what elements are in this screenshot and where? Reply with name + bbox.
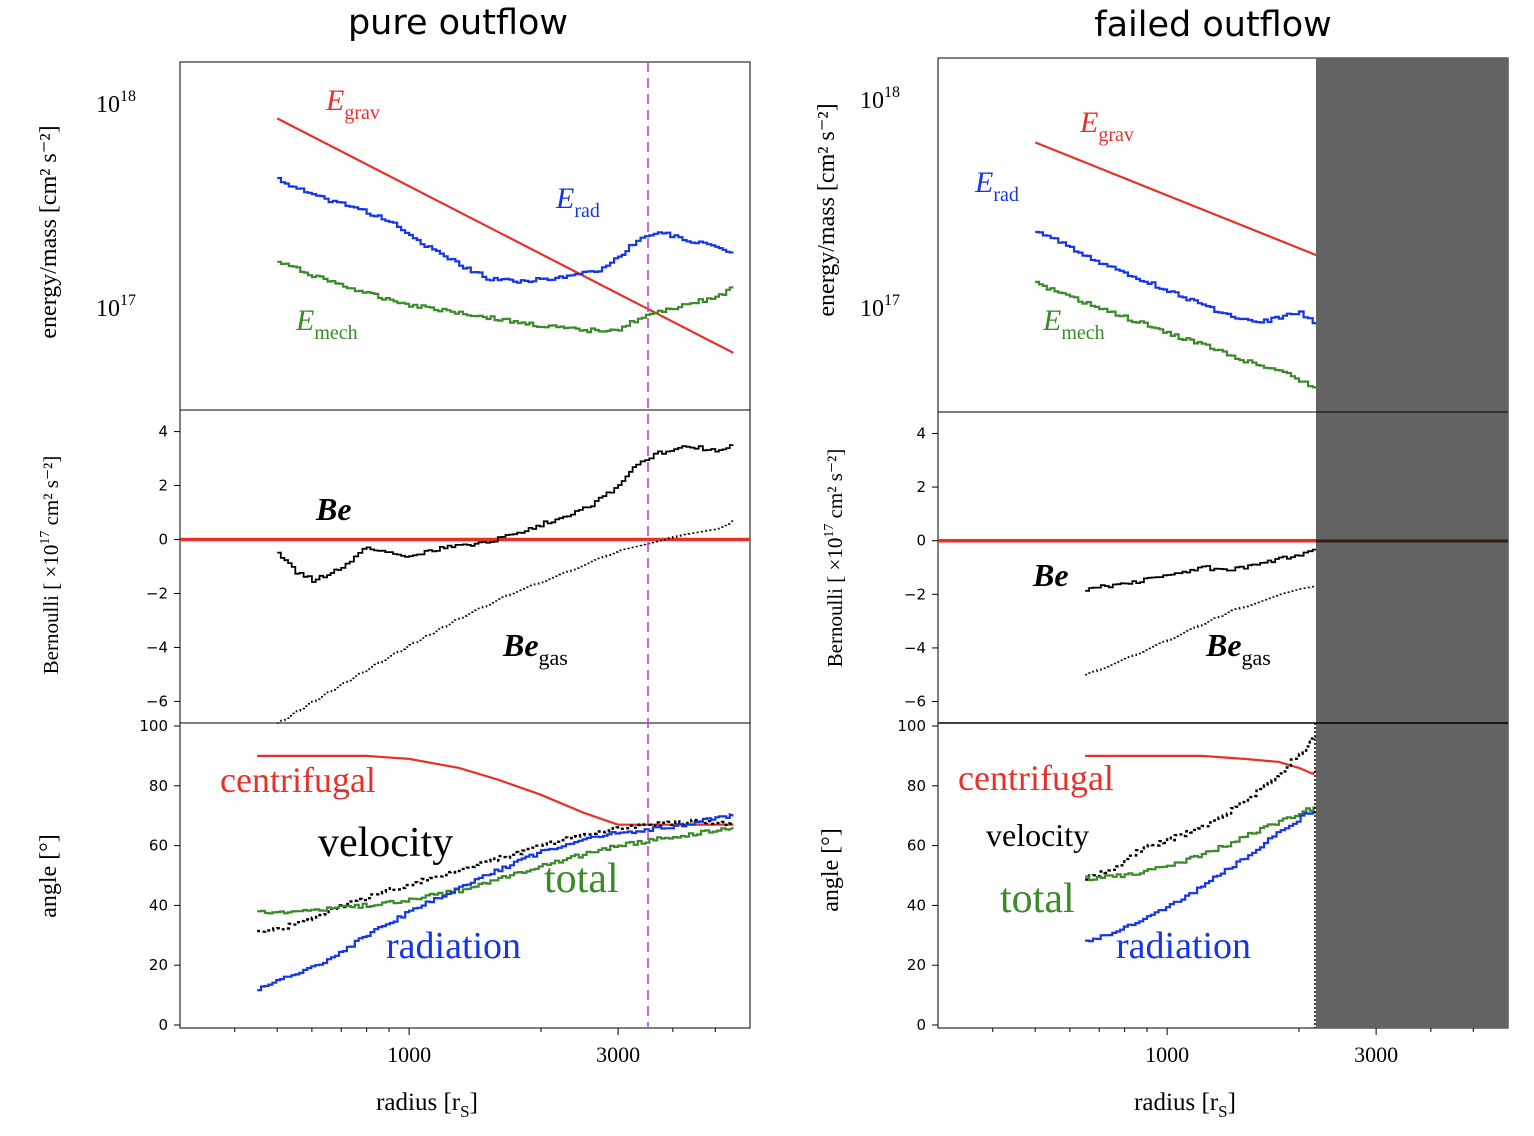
ytick-label: 80 [907, 777, 926, 795]
right-top-ytick-1e18: 1018 [860, 84, 900, 114]
label-total-right: total [1000, 876, 1075, 922]
label-be-right: Be [1032, 557, 1069, 593]
left-mid-panel: 420−2−4−6 Bernoulli [ ×1017 cm² s⁻²] Be … [38, 409, 751, 724]
right-bottom-panel: 100 80 60 40 20 0 1000 3000 angle [°] radius [… [818, 717, 1509, 1121]
label-erad-right: Erad [974, 166, 1019, 206]
ytick-label: 2 [158, 477, 168, 495]
label-radiation-right: radiation [1116, 925, 1251, 967]
ytick-label: 0 [158, 1016, 168, 1034]
left-top-ytick-1e18: 1018 [96, 88, 136, 118]
ytick-label: 0 [916, 1016, 926, 1034]
shaded-region [1316, 58, 1508, 1028]
label-total-left: total [544, 856, 619, 902]
ytick-label: 100 [897, 717, 926, 735]
ytick-label: −4 [904, 639, 926, 657]
label-emech-right: Emech [1042, 304, 1105, 344]
right-bottom-series [1085, 719, 1327, 966]
ytick-label: −6 [904, 693, 926, 711]
left-bottom-frame [179, 722, 751, 1029]
title-left: pure outflow [348, 3, 568, 43]
xtick-label: 1000 [387, 1042, 431, 1067]
label-egrav-right: Egrav [1079, 106, 1134, 146]
left-mid-ylabel: Bernoulli [ ×1017 cm² s⁻²] [38, 456, 63, 675]
label-begas-right: Begas [1205, 627, 1271, 670]
label-erad-left: Erad [555, 182, 600, 222]
ytick-label: −2 [146, 584, 168, 602]
label-egrav-left: Egrav [325, 84, 380, 124]
series-radiation [257, 812, 734, 992]
label-velocity-left: velocity [318, 820, 453, 866]
left-bottom-xlabel: radius [rS] [376, 1089, 478, 1121]
right-top-panel: 1018 1017 energy/mass [cm² s⁻²] Egrav Er… [814, 57, 1509, 413]
xtick-label: 1000 [1145, 1042, 1189, 1067]
left-bottom-ylabel: angle [°] [36, 834, 62, 918]
left-bottom-yticks: 100 80 60 40 20 0 [139, 717, 180, 1034]
series-radiation [1085, 811, 1327, 966]
series-be-gas [1085, 582, 1326, 676]
ytick-label: 60 [907, 837, 926, 855]
left-mid-frame [179, 409, 751, 724]
xtick-label: 3000 [1354, 1042, 1398, 1067]
left-top-ylabel: energy/mass [cm² s⁻²] [36, 125, 62, 338]
ytick-label: 0 [916, 532, 926, 550]
left-top-frame [179, 61, 751, 411]
series-be-gas [277, 519, 734, 724]
ytick-label: 2 [916, 478, 926, 496]
right-bottom-yticks: 100 80 60 40 20 0 [897, 717, 938, 1034]
ytick-label: 4 [916, 424, 926, 442]
left-mid-series [180, 444, 750, 724]
ytick-label: −4 [146, 638, 168, 656]
series-total [1085, 805, 1326, 882]
label-be-left: Be [315, 491, 352, 527]
right-bottom-ylabel: angle [°] [818, 828, 844, 912]
label-centrifugal-right: centrifugal [958, 758, 1114, 798]
left-top-series [276, 117, 734, 354]
ytick-label: 20 [149, 956, 168, 974]
left-bottom-series [257, 754, 734, 992]
label-emech-left: Emech [295, 304, 358, 344]
ytick-label: 0 [158, 531, 168, 549]
series-grav [1034, 141, 1327, 260]
ytick-label: 60 [149, 837, 168, 855]
series-rad [1035, 230, 1326, 333]
ytick-label: −2 [904, 585, 926, 603]
right-top-ylabel: energy/mass [cm² s⁻²] [814, 103, 840, 316]
label-radiation-left: radiation [386, 925, 521, 967]
ytick-label: 20 [907, 956, 926, 974]
series-centrifugal [1085, 754, 1327, 776]
series-grav [276, 117, 734, 354]
series-mech [1035, 280, 1327, 403]
series-total [257, 826, 734, 915]
series-velocity [257, 818, 734, 933]
ytick-label: 4 [158, 423, 168, 441]
right-mid-panel: 420−2−4−6 Bernoulli [ ×1017 cm² s⁻²] Be … [822, 411, 1509, 724]
label-begas-left: Begas [502, 627, 568, 670]
right-bottom-xlabel: radius [rS] [1134, 1089, 1236, 1121]
label-velocity-right: velocity [986, 817, 1089, 853]
left-top-ytick-1e17: 1017 [96, 292, 136, 322]
left-bottom-xticks: 1000 3000 [234, 1028, 716, 1067]
right-top-series [1034, 141, 1327, 403]
ytick-label: −6 [146, 692, 168, 710]
right-mid-ylabel: Bernoulli [ ×1017 cm² s⁻²] [822, 449, 847, 668]
right-bottom-xticks: 1000 3000 [992, 1028, 1474, 1067]
ytick-label: 80 [149, 777, 168, 795]
label-centrifugal-left: centrifugal [220, 760, 376, 800]
series-rad [277, 176, 734, 284]
series-be [277, 444, 734, 583]
left-top-panel: 1018 1017 energy/mass [cm² s⁻²] Egrav Er… [36, 61, 751, 411]
series-mech [277, 260, 734, 334]
right-top-ytick-1e17: 1017 [860, 292, 900, 322]
xtick-label: 3000 [596, 1042, 640, 1067]
left-bottom-panel: 100 80 60 40 20 0 1000 3000 angle [°] radius [… [36, 717, 751, 1121]
series-velocity [1085, 719, 1327, 881]
left-mid-yticks: 4 2 0 −2 −4 −6 [146, 423, 180, 710]
ytick-label: 40 [907, 896, 926, 914]
right-mid-yticks: 4 2 0 −2 −4 −6 [904, 424, 938, 711]
ytick-label: 40 [149, 896, 168, 914]
title-right: failed outflow [1094, 5, 1332, 45]
ytick-label: 100 [139, 717, 168, 735]
series-be [1085, 548, 1326, 592]
